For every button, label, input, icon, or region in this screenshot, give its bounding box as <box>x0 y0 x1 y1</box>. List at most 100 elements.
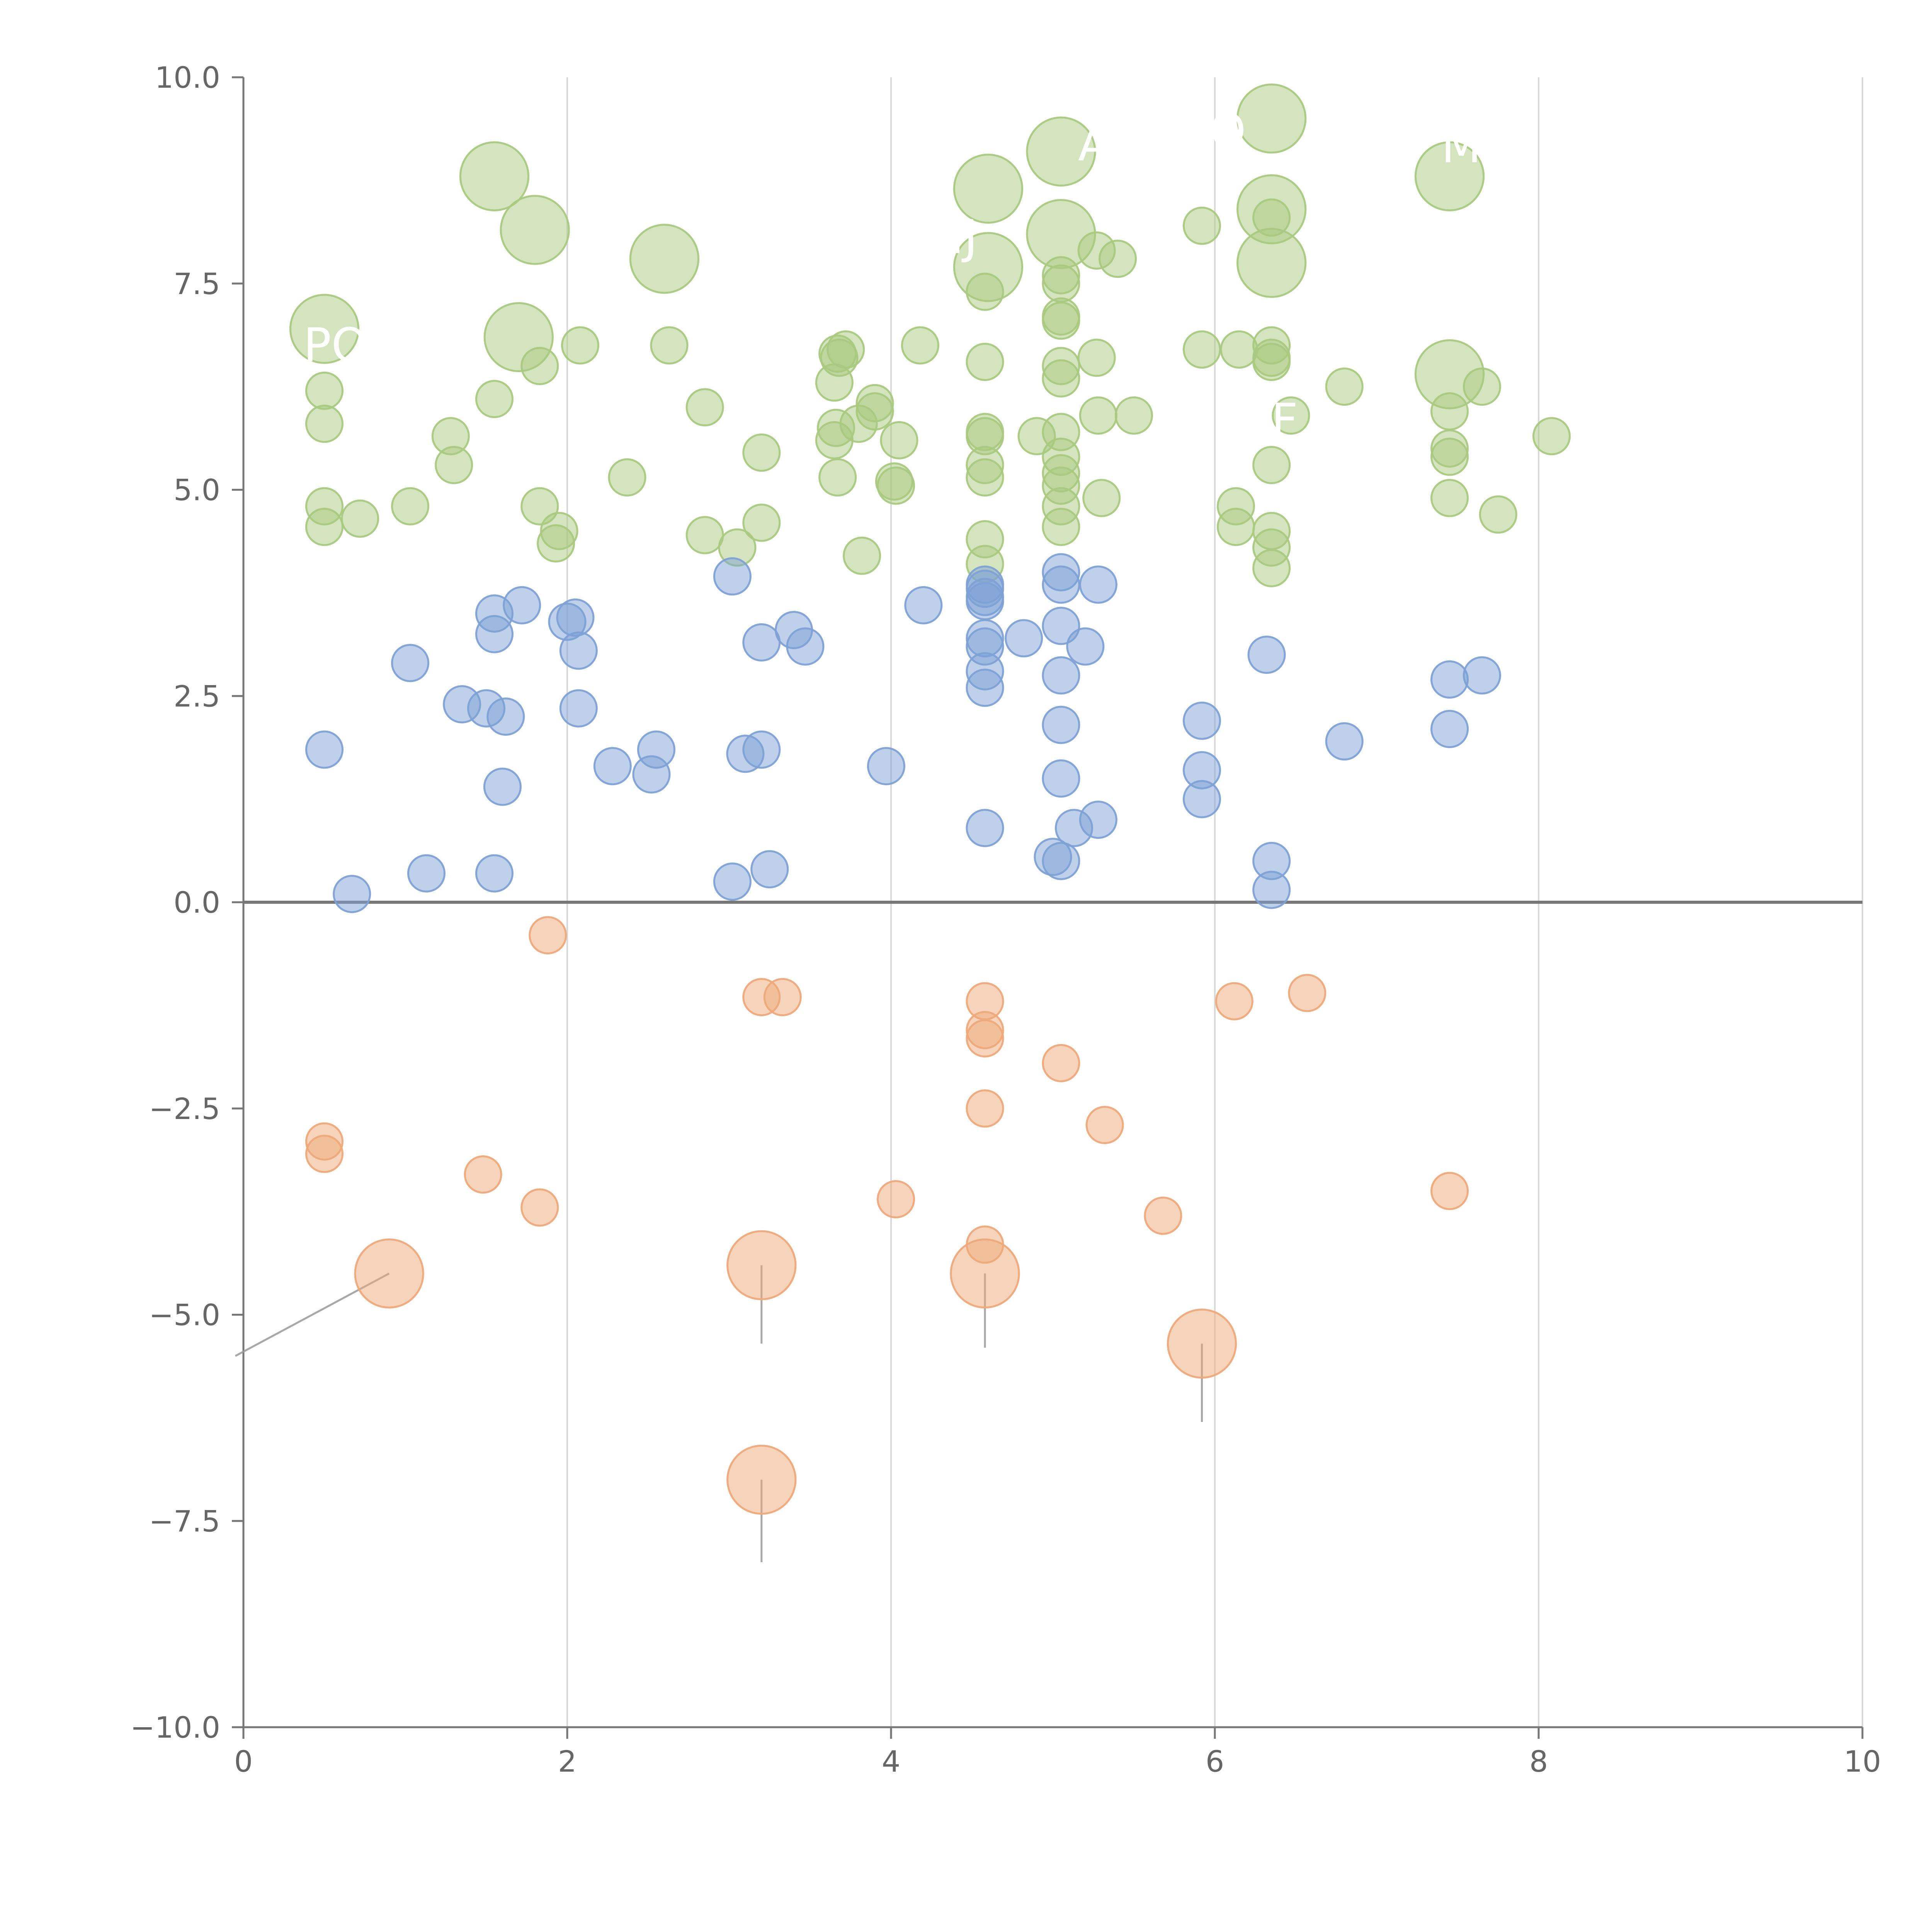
point-high-49 <box>901 326 939 365</box>
label-m: M <box>1441 120 1481 173</box>
point-high-48 <box>843 536 881 575</box>
point-mid-60 <box>1463 656 1501 695</box>
point-mid-7 <box>475 615 514 653</box>
point-high-44 <box>855 392 894 431</box>
point-mid-42 <box>1042 656 1080 695</box>
point-mid-43 <box>1042 706 1080 744</box>
point-high-27 <box>537 524 575 563</box>
point-high-75 <box>1115 396 1153 435</box>
point-negative-21 <box>1144 1196 1182 1235</box>
point-mid-8 <box>486 697 525 736</box>
point-high-1 <box>459 141 530 211</box>
point-mid-9 <box>503 586 541 624</box>
point-mid-48 <box>1066 627 1105 666</box>
point-mid-3 <box>407 854 446 893</box>
point-negative-12 <box>1215 982 1253 1020</box>
point-mid-28 <box>904 586 943 624</box>
point-negative-3 <box>726 1444 797 1515</box>
label-o: O <box>1209 104 1246 158</box>
point-high-96 <box>1463 367 1501 406</box>
point-high-17 <box>305 508 344 546</box>
point-high-11 <box>1236 228 1307 298</box>
point-high-78 <box>1182 330 1221 369</box>
point-mid-0 <box>305 730 344 769</box>
point-high-47 <box>877 466 915 505</box>
point-mid-44 <box>1042 759 1080 798</box>
point-high-28 <box>608 458 646 497</box>
point-mid-1 <box>333 875 371 913</box>
point-mid-25 <box>713 862 752 901</box>
points-layer <box>289 83 1571 1515</box>
point-mid-59 <box>1430 710 1469 748</box>
y-tick-label-8: −10.0 <box>130 1710 220 1745</box>
point-high-12 <box>1414 141 1485 211</box>
point-high-29 <box>650 326 689 365</box>
point-mid-20 <box>742 623 781 662</box>
point-high-30 <box>685 388 724 427</box>
point-negative-13 <box>1288 974 1327 1012</box>
point-high-34 <box>742 503 781 542</box>
point-high-0 <box>289 294 360 364</box>
y-tick-label-7: −7.5 <box>149 1504 220 1538</box>
axes-layer: 0 2 4 6 8 10 10.0 7.5 5.0 2.5 0.0 −2.5 −5.0 −7.5 −10.0 <box>130 60 1881 1779</box>
point-high-15 <box>305 405 344 443</box>
point-negative-14 <box>966 1089 1004 1128</box>
y-tick-label-1: 7.5 <box>173 267 220 301</box>
point-high-87 <box>1216 508 1255 546</box>
point-negative-20 <box>877 1180 915 1219</box>
point-high-64 <box>1042 359 1080 398</box>
point-mid-40 <box>1042 565 1080 604</box>
point-high-98 <box>1532 417 1571 456</box>
point-high-76 <box>1082 479 1121 517</box>
point-mid-19 <box>713 557 752 596</box>
point-negative-7 <box>763 978 802 1017</box>
point-negative-15 <box>1085 1105 1124 1144</box>
point-negative-5 <box>529 916 567 954</box>
point-negative-1 <box>726 1230 797 1301</box>
point-high-9 <box>1236 83 1307 154</box>
point-negative-0 <box>354 1238 424 1309</box>
y-tick-label-0: 10.0 <box>155 60 220 95</box>
point-mid-15 <box>559 689 598 728</box>
point-negative-10 <box>966 1019 1004 1058</box>
point-mid-53 <box>1182 780 1221 818</box>
point-negative-22 <box>1430 1172 1469 1210</box>
point-high-77 <box>1182 206 1221 245</box>
point-mid-2 <box>391 644 430 682</box>
point-mid-51 <box>1182 701 1221 740</box>
y-tick-label-5: −2.5 <box>149 1092 220 1126</box>
point-mid-49 <box>1079 565 1117 604</box>
point-high-90 <box>1252 549 1291 587</box>
point-high-31 <box>685 516 724 554</box>
point-high-38 <box>820 338 859 377</box>
point-high-84 <box>1272 396 1310 435</box>
point-high-60 <box>1042 264 1080 303</box>
point-mid-57 <box>1325 722 1364 761</box>
y-tick-label-4: 0.0 <box>173 885 220 920</box>
label-a: A <box>1078 118 1110 172</box>
point-mid-36 <box>966 668 1004 707</box>
point-high-92 <box>1430 392 1469 431</box>
y-tick-label-3: 2.5 <box>173 679 220 713</box>
x-tick-label-0: 0 <box>234 1744 253 1779</box>
point-mid-46 <box>1042 842 1080 880</box>
label-layer: PO NJ F A O M <box>303 104 1481 448</box>
point-high-2 <box>500 195 570 265</box>
point-high-24 <box>561 326 600 365</box>
point-high-5 <box>953 153 1024 224</box>
point-high-23 <box>520 347 559 385</box>
point-high-85 <box>1252 446 1291 484</box>
point-high-79 <box>1220 330 1259 369</box>
point-mid-38 <box>1005 619 1043 658</box>
point-mid-37 <box>966 809 1004 847</box>
point-mid-14 <box>559 631 598 670</box>
y-tick-label-2: 5.0 <box>173 473 220 507</box>
point-negative-23 <box>966 1225 1004 1264</box>
point-high-55 <box>966 458 1004 497</box>
point-high-83 <box>1252 343 1291 381</box>
x-tick-label-4: 8 <box>1529 1744 1548 1779</box>
point-mid-26 <box>750 850 789 889</box>
point-high-95 <box>1430 479 1469 517</box>
